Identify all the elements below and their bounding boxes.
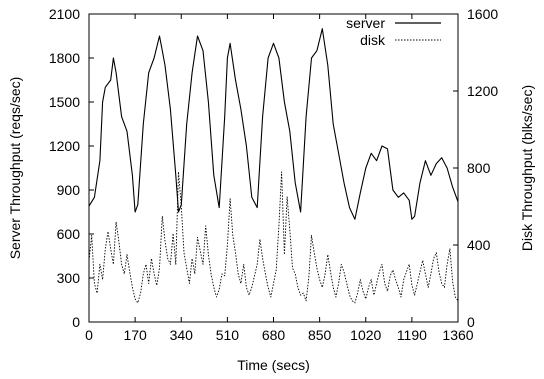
x-tick-label: 850 bbox=[308, 327, 332, 343]
y-tick-label: 1200 bbox=[49, 138, 80, 154]
x-tick-label: 510 bbox=[216, 327, 240, 343]
legend-label-server: server bbox=[346, 15, 385, 31]
x-tick-label: 1020 bbox=[350, 327, 381, 343]
y2-tick-label: 1200 bbox=[467, 83, 498, 99]
legend-label-disk: disk bbox=[360, 32, 386, 48]
legend: server disk bbox=[346, 15, 441, 48]
x-tick-label: 0 bbox=[85, 327, 93, 343]
plot-area bbox=[88, 13, 459, 323]
y-tick-label: 600 bbox=[57, 226, 81, 242]
x-tick-label: 1190 bbox=[397, 327, 427, 343]
x-tick-label: 170 bbox=[123, 327, 147, 343]
y2-tick-label: 800 bbox=[467, 160, 491, 176]
y2-tick-label: 0 bbox=[467, 314, 475, 330]
y-tick-label: 1800 bbox=[49, 50, 80, 66]
x-tick-label: 340 bbox=[170, 327, 194, 343]
series-line-server bbox=[88, 28, 459, 220]
x-tick-label: 680 bbox=[262, 327, 286, 343]
tick-labels-layer: 0 170 340 510 680 850 1020 1190 1360030060090012… bbox=[49, 6, 499, 343]
series-line-disk bbox=[88, 171, 459, 304]
y2-tick-label: 1600 bbox=[467, 6, 498, 22]
ticks-layer bbox=[88, 13, 459, 323]
y-tick-label: 0 bbox=[72, 314, 80, 330]
y-axis-title: Server Throughput (reqs/sec) bbox=[7, 77, 23, 260]
y2-axis-title: Disk Throughput (blks/sec) bbox=[519, 85, 535, 251]
y-tick-label: 900 bbox=[57, 182, 81, 198]
y-tick-label: 1500 bbox=[49, 94, 80, 110]
x-axis-title: Time (secs) bbox=[237, 357, 310, 373]
y-tick-label: 2100 bbox=[49, 6, 80, 22]
y-tick-label: 300 bbox=[57, 270, 81, 286]
series-layer bbox=[88, 28, 459, 304]
x-tick-label: 1360 bbox=[442, 327, 473, 343]
y2-tick-label: 400 bbox=[467, 237, 491, 253]
plot-frame bbox=[88, 13, 459, 323]
